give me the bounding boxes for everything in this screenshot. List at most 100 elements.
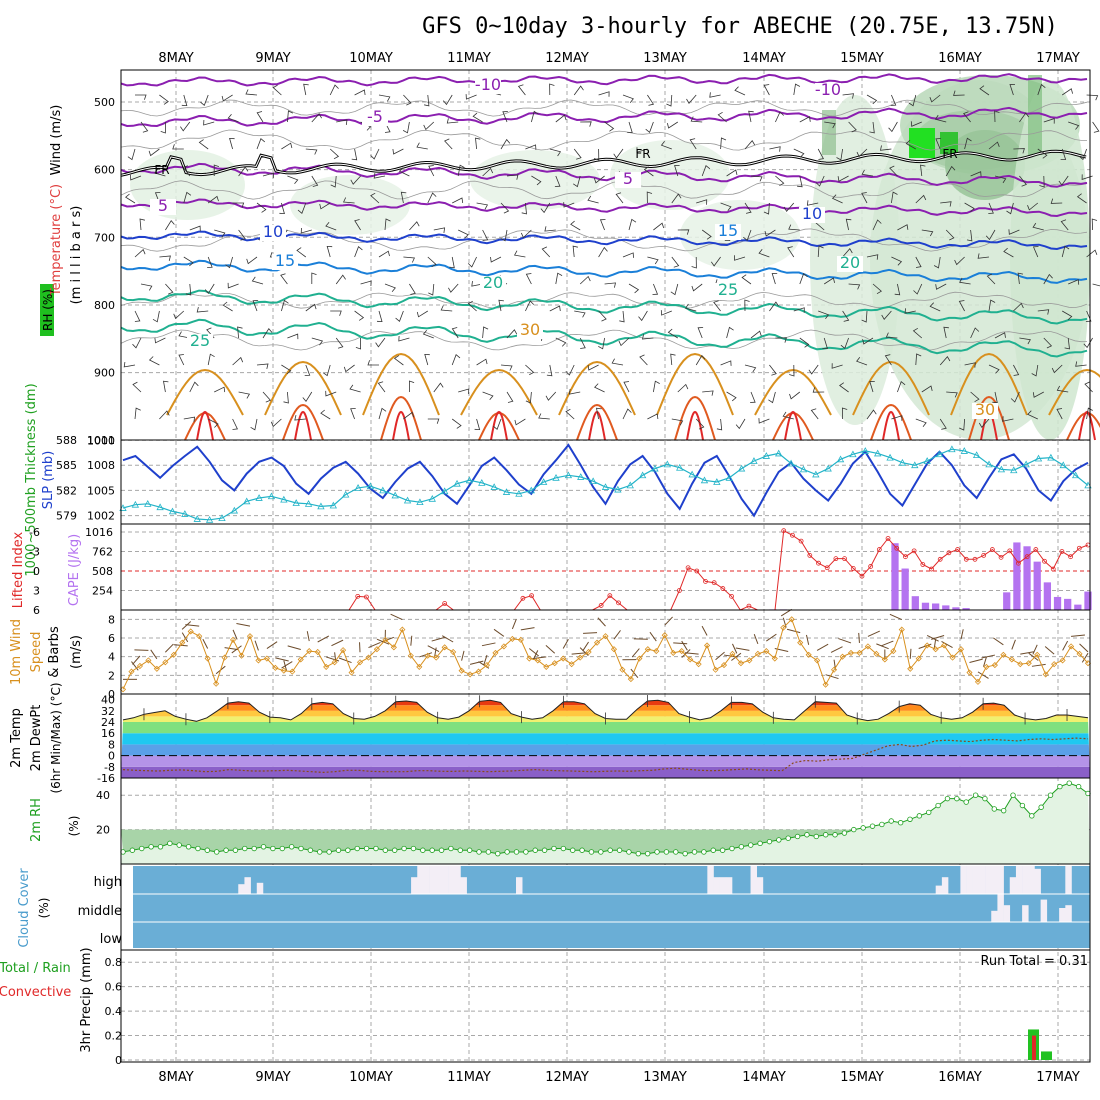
thickness-point bbox=[379, 486, 387, 494]
wind-barb bbox=[758, 418, 770, 424]
rh-point bbox=[185, 844, 192, 850]
wind-barb bbox=[716, 418, 723, 431]
wind-barb bbox=[207, 256, 213, 268]
wind-barb bbox=[1013, 302, 1024, 312]
rh-point bbox=[223, 847, 229, 853]
wind-barb bbox=[311, 113, 322, 123]
li-tick-label: 0 bbox=[33, 565, 40, 578]
wind-barb bbox=[326, 245, 333, 258]
wind-barb bbox=[884, 354, 892, 366]
wind-barb bbox=[238, 166, 249, 177]
contour-label-bg bbox=[150, 199, 176, 215]
cloud-middle-gap bbox=[1022, 905, 1029, 922]
wind-barb bbox=[622, 408, 632, 420]
wind-speed-point bbox=[272, 664, 279, 671]
isotherm-35-loop bbox=[772, 411, 814, 441]
wind-barb bbox=[1056, 408, 1063, 420]
wind-speed-point bbox=[458, 667, 465, 674]
li-point bbox=[616, 600, 621, 606]
wind-barb-10m bbox=[434, 647, 437, 658]
wind-barb bbox=[697, 327, 704, 339]
wind-barb bbox=[1017, 272, 1024, 285]
wind-barb bbox=[667, 328, 679, 339]
wind-barb bbox=[977, 253, 990, 259]
wind-barb-10m bbox=[880, 640, 894, 647]
rh-point bbox=[495, 850, 501, 857]
wind-barb bbox=[1061, 88, 1073, 96]
rh-point bbox=[251, 845, 257, 852]
cloud-high-gap bbox=[448, 866, 455, 894]
wind-barb bbox=[208, 418, 219, 428]
wind-barb-10m bbox=[368, 641, 381, 649]
rh-point bbox=[813, 833, 820, 840]
isotherm-line bbox=[120, 318, 1088, 358]
wind-barb bbox=[891, 415, 903, 421]
isotherm-30-loop bbox=[264, 360, 342, 416]
wind-barb-10m bbox=[231, 645, 242, 654]
wind-barb bbox=[1056, 385, 1069, 393]
thickness-point bbox=[440, 487, 449, 495]
temp-color-band bbox=[121, 722, 1090, 734]
thickness-point bbox=[626, 481, 634, 489]
wind-barb bbox=[885, 332, 898, 339]
wind-barb-10m bbox=[613, 630, 621, 640]
wind-barb bbox=[1010, 391, 1020, 403]
label-thickness: 1000~500mb Thickness (dm) bbox=[24, 383, 39, 576]
wind-barb bbox=[355, 338, 361, 350]
wind-barb bbox=[822, 337, 828, 349]
contour-label: 15 bbox=[718, 221, 738, 240]
rh-shading-area bbox=[1010, 80, 1090, 440]
wind-barb bbox=[148, 148, 160, 157]
thickness-point bbox=[725, 473, 733, 481]
contour-label: -10 bbox=[475, 75, 501, 94]
rh-point bbox=[991, 806, 998, 812]
wind-barb bbox=[252, 300, 259, 312]
wind-speed-point bbox=[509, 635, 516, 642]
wind-barb bbox=[400, 191, 407, 204]
li-point bbox=[807, 553, 813, 558]
wind-barb bbox=[869, 381, 875, 393]
rh-point bbox=[776, 837, 782, 843]
wind-barb bbox=[238, 391, 251, 399]
thickness-point bbox=[1010, 466, 1018, 474]
wind-barb bbox=[424, 94, 430, 107]
wind-barb bbox=[403, 411, 415, 420]
label-cape: CAPE (J/kg) bbox=[67, 534, 82, 606]
date-label-bottom: 15MAY bbox=[840, 1070, 884, 1085]
wind-speed-point bbox=[348, 669, 355, 676]
li-point bbox=[1024, 554, 1030, 560]
pressure-tick-label: 500 bbox=[94, 96, 115, 109]
thickness-point bbox=[911, 461, 919, 469]
wind-barb bbox=[1068, 279, 1080, 285]
thickness-point bbox=[762, 452, 771, 459]
wind-barb bbox=[165, 283, 174, 295]
wind-barb bbox=[799, 337, 810, 348]
wind-barb bbox=[750, 391, 756, 403]
wind-speed-point bbox=[1017, 661, 1024, 668]
temp-color-band bbox=[121, 766, 1090, 778]
isotherm-30-loop bbox=[656, 352, 734, 416]
cloud-high-gap bbox=[256, 882, 264, 894]
wind-barb-10m bbox=[1011, 639, 1016, 650]
wind-barb bbox=[861, 192, 868, 204]
wind-speed-point bbox=[704, 642, 711, 649]
wind-barb bbox=[970, 391, 980, 403]
wind-barb bbox=[840, 337, 849, 349]
thickness-point bbox=[737, 464, 746, 472]
wind-barb bbox=[599, 219, 606, 231]
wind-barb bbox=[808, 364, 819, 375]
wind-barb bbox=[646, 191, 653, 204]
wind-barb-10m bbox=[631, 648, 640, 658]
rh-point bbox=[354, 845, 360, 852]
wind-barb bbox=[423, 121, 435, 131]
wind-barb bbox=[354, 310, 365, 321]
contour-label-bg bbox=[837, 256, 863, 272]
wind-barb bbox=[954, 256, 965, 266]
wind-barb bbox=[1060, 219, 1069, 231]
wind-barb bbox=[1032, 391, 1044, 398]
wind-barb bbox=[132, 337, 142, 349]
temp-tick-label: 24 bbox=[101, 716, 115, 729]
wind-barb bbox=[618, 337, 630, 347]
wind-barb bbox=[549, 305, 561, 312]
wind-speed-point bbox=[179, 639, 186, 646]
